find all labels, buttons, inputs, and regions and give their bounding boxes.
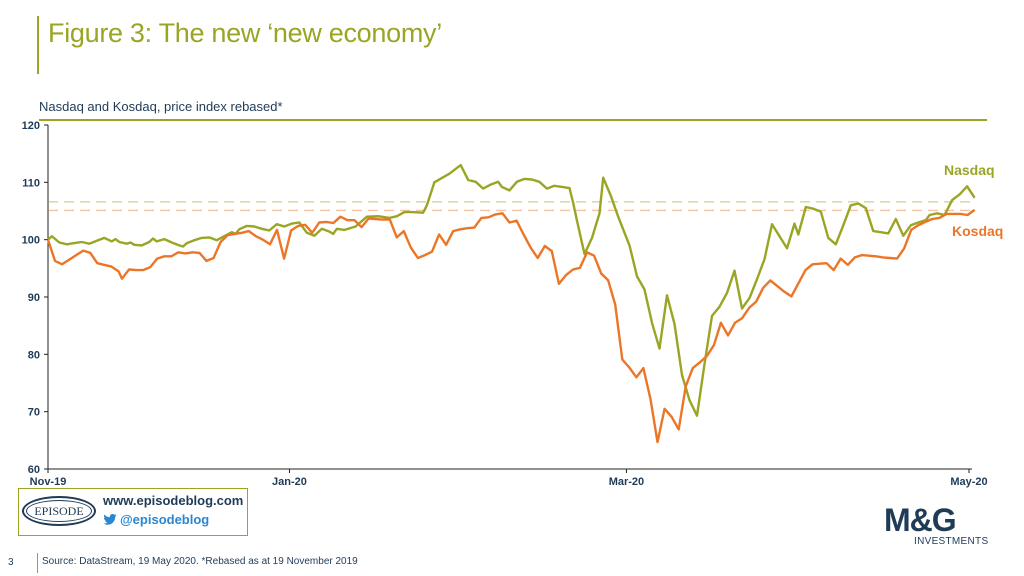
series-line-kosdaq bbox=[46, 208, 976, 444]
logo-main-text: M&G bbox=[884, 502, 957, 538]
y-tick-label: 60 bbox=[28, 464, 40, 476]
chart-subtitle: Nasdaq and Kosdaq, price index rebased* bbox=[39, 99, 283, 114]
twitter-bird-icon bbox=[103, 514, 117, 525]
mg-investments-logo: M&G INVESTMENTS bbox=[884, 504, 988, 547]
episode-blog-badge[interactable]: EPISODE www.episodeblog.com @episodeblog bbox=[18, 488, 248, 536]
episode-logo: EPISODE bbox=[22, 496, 96, 526]
x-tick-label: Mar-20 bbox=[609, 476, 644, 488]
page-title: Figure 3: The new ‘new economy’ bbox=[48, 18, 442, 48]
series-line-nasdaq bbox=[47, 163, 976, 417]
y-tick-label: 80 bbox=[28, 349, 40, 361]
y-tick-label: 90 bbox=[28, 292, 40, 304]
x-tick-label: May-20 bbox=[950, 476, 987, 488]
series-label-nasdaq: Nasdaq bbox=[944, 161, 995, 178]
y-tick-label: 110 bbox=[22, 177, 40, 189]
source-note: Source: DataStream, 19 May 2020. *Rebase… bbox=[42, 556, 358, 567]
logo-sub-text: INVESTMENTS bbox=[914, 536, 989, 547]
website-link[interactable]: www.episodeblog.com bbox=[103, 493, 244, 508]
title-accent-bar bbox=[37, 16, 39, 74]
y-tick-label: 70 bbox=[28, 407, 40, 419]
y-tick-label: 100 bbox=[22, 235, 40, 247]
twitter-handle-row[interactable]: @episodeblog bbox=[103, 512, 209, 527]
series-label-kosdaq: Kosdaq bbox=[952, 223, 1004, 240]
x-tick-label: Jan-20 bbox=[272, 476, 307, 488]
y-tick-label: 120 bbox=[22, 120, 40, 132]
page-number: 3 bbox=[8, 557, 14, 568]
subtitle-divider bbox=[39, 119, 987, 121]
twitter-handle: @episodeblog bbox=[120, 512, 210, 527]
x-tick-label: Nov-19 bbox=[30, 476, 67, 488]
source-accent-bar bbox=[37, 553, 38, 573]
